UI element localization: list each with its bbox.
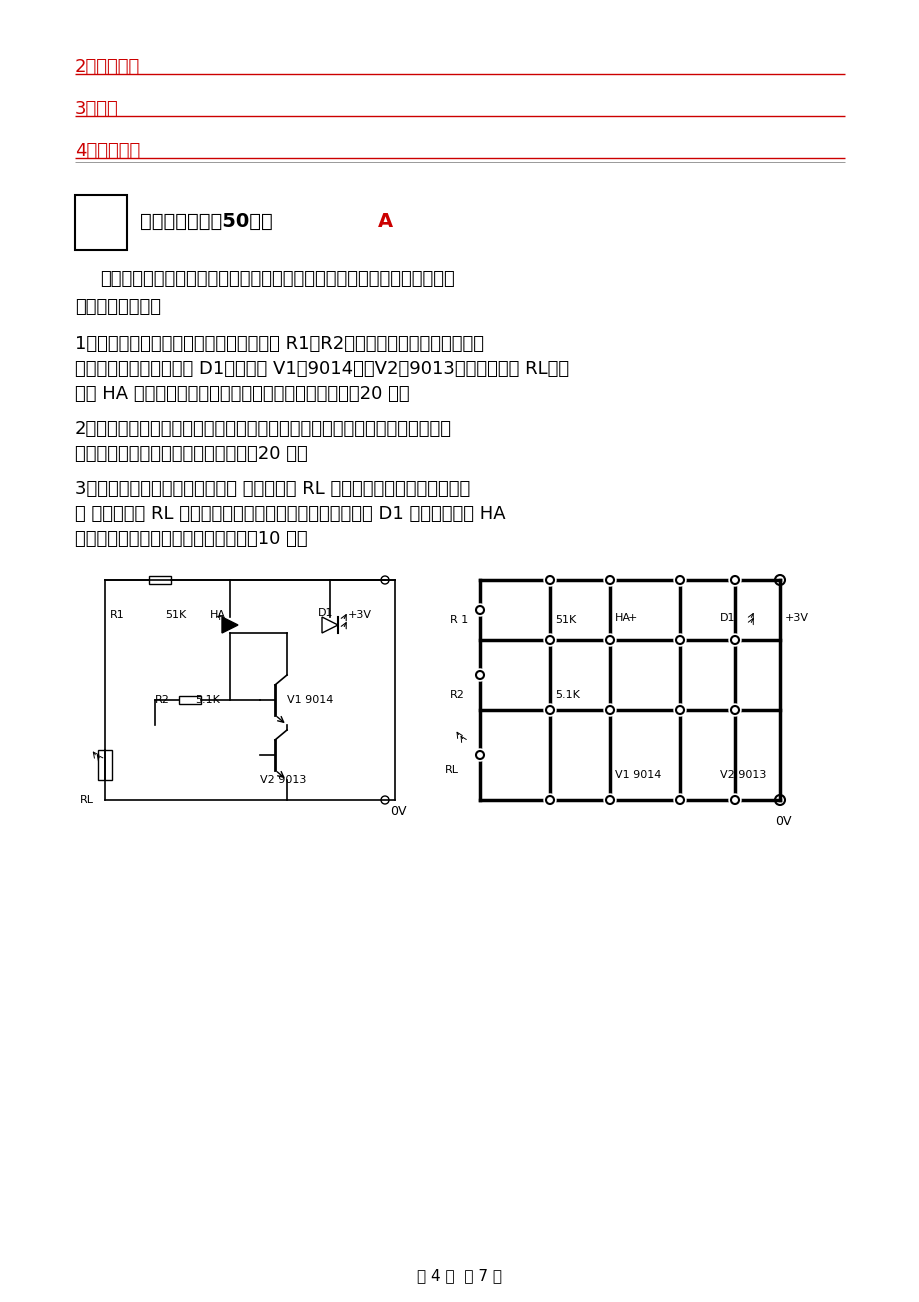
Text: 5.1K: 5.1K [554, 690, 579, 700]
Circle shape [473, 604, 485, 616]
Circle shape [728, 634, 740, 646]
Circle shape [545, 706, 553, 713]
Bar [149, 575, 171, 585]
Circle shape [675, 706, 683, 713]
Circle shape [604, 794, 616, 806]
Circle shape [543, 574, 555, 586]
Text: 焊；完成焊接后，拔掉电烙铁电源；（20 分）: 焊；完成焊接后，拔掉电烙铁电源；（20 分） [75, 445, 308, 464]
Text: 51K: 51K [165, 611, 186, 620]
Circle shape [604, 704, 616, 716]
Text: 51K: 51K [554, 615, 575, 625]
Bar [98, 750, 112, 780]
Circle shape [728, 574, 740, 586]
Circle shape [475, 605, 483, 615]
Text: 5.1K: 5.1K [195, 695, 220, 704]
Text: 发音，一起产生声和光的报警效果。（10 分）: 发音，一起产生声和光的报警效果。（10 分） [75, 530, 307, 548]
Circle shape [604, 574, 616, 586]
Circle shape [545, 575, 553, 585]
Circle shape [674, 574, 686, 586]
Circle shape [674, 634, 686, 646]
Text: R1: R1 [110, 611, 125, 620]
Circle shape [604, 634, 616, 646]
Circle shape [543, 634, 555, 646]
Text: 2．送锡焊接: 2．送锡焊接 [75, 59, 140, 76]
Circle shape [473, 749, 485, 760]
Text: 四、操作题：（50分）: 四、操作题：（50分） [140, 212, 272, 230]
Circle shape [674, 704, 686, 716]
Text: V2 9013: V2 9013 [720, 769, 766, 780]
Text: 0V: 0V [390, 805, 406, 818]
Circle shape [606, 796, 613, 805]
Circle shape [728, 794, 740, 806]
Polygon shape [221, 617, 238, 633]
Text: D1: D1 [318, 608, 333, 618]
Text: V1 9014: V1 9014 [614, 769, 661, 780]
Circle shape [731, 706, 738, 713]
Text: A: A [378, 212, 392, 230]
Circle shape [675, 796, 683, 805]
Circle shape [675, 635, 683, 644]
Text: 1．读懂下列电路图和印刷线路图，将电阻 R1、R2（用多用电表检测阻值或根据: 1．读懂下列电路图和印刷线路图，将电阻 R1、R2（用多用电表检测阻值或根据 [75, 335, 483, 353]
Text: RL: RL [80, 796, 94, 805]
Text: 环境照明报警器。: 环境照明报警器。 [75, 298, 161, 316]
Text: 色环分辨），发光二极管 D1、三极管 V1（9014）、V2（9013），光敏电阻 RL、蜂: 色环分辨），发光二极管 D1、三极管 V1（9014）、V2（9013），光敏电… [75, 359, 569, 378]
Text: V1 9014: V1 9014 [287, 695, 333, 704]
Text: 鸣器 HA 及电池夹正确插入印刷线路板上相应的孔内；（20 分）: 鸣器 HA 及电池夹正确插入印刷线路板上相应的孔内；（20 分） [75, 385, 409, 404]
Bar [179, 697, 200, 704]
Polygon shape [322, 617, 337, 633]
Circle shape [728, 704, 740, 716]
Circle shape [606, 575, 613, 585]
Circle shape [545, 635, 553, 644]
Circle shape [475, 751, 483, 759]
Text: 3．撒锡: 3．撒锡 [75, 100, 119, 118]
Text: 2．焊接电子元件，要求动作规范，元件引脚长短适中，焊点牢固美观且无虚假: 2．焊接电子元件，要求动作规范，元件引脚长短适中，焊点牢固美观且无虚假 [75, 421, 451, 437]
Circle shape [473, 669, 485, 681]
Text: R 1: R 1 [449, 615, 468, 625]
Text: R2: R2 [154, 695, 170, 704]
Text: 第 4 页  共 7 页: 第 4 页 共 7 页 [417, 1268, 502, 1282]
Circle shape [543, 704, 555, 716]
Circle shape [731, 575, 738, 585]
Text: +3V: +3V [784, 613, 808, 622]
Circle shape [606, 635, 613, 644]
Text: R2: R2 [449, 690, 464, 700]
Text: +: + [628, 613, 637, 622]
Text: 3．连接电源后，要达到如下效果 当光敏电阻 RL 受到光线照射时，电路没有反: 3．连接电源后，要达到如下效果 当光敏电阻 RL 受到光线照射时，电路没有反 [75, 480, 470, 497]
Text: 下图是一个报警器电路。请用考场提供的电子元件、工具和材料，焊接这个: 下图是一个报警器电路。请用考场提供的电子元件、工具和材料，焊接这个 [100, 270, 454, 288]
Text: 应 当光敏电阻 RL 受到遮挡，没有光线照射时，发光二极管 D1 发亮、蜂鸣器 HA: 应 当光敏电阻 RL 受到遮挡，没有光线照射时，发光二极管 D1 发亮、蜂鸣器 … [75, 505, 505, 523]
Circle shape [674, 794, 686, 806]
Circle shape [543, 794, 555, 806]
Text: +: + [215, 612, 224, 622]
Text: D1: D1 [720, 613, 734, 622]
Circle shape [675, 575, 683, 585]
Bar [75, 195, 127, 250]
Circle shape [731, 635, 738, 644]
Text: V2 9013: V2 9013 [260, 775, 306, 785]
Text: 4．撒电烙铁: 4．撒电烙铁 [75, 142, 140, 160]
Text: HA: HA [614, 613, 630, 622]
Circle shape [731, 796, 738, 805]
Text: HA: HA [210, 611, 226, 620]
Text: 0V: 0V [774, 815, 790, 828]
Circle shape [545, 796, 553, 805]
Circle shape [475, 671, 483, 680]
Text: RL: RL [445, 766, 459, 775]
Circle shape [606, 706, 613, 713]
Text: +3V: +3V [347, 611, 371, 620]
